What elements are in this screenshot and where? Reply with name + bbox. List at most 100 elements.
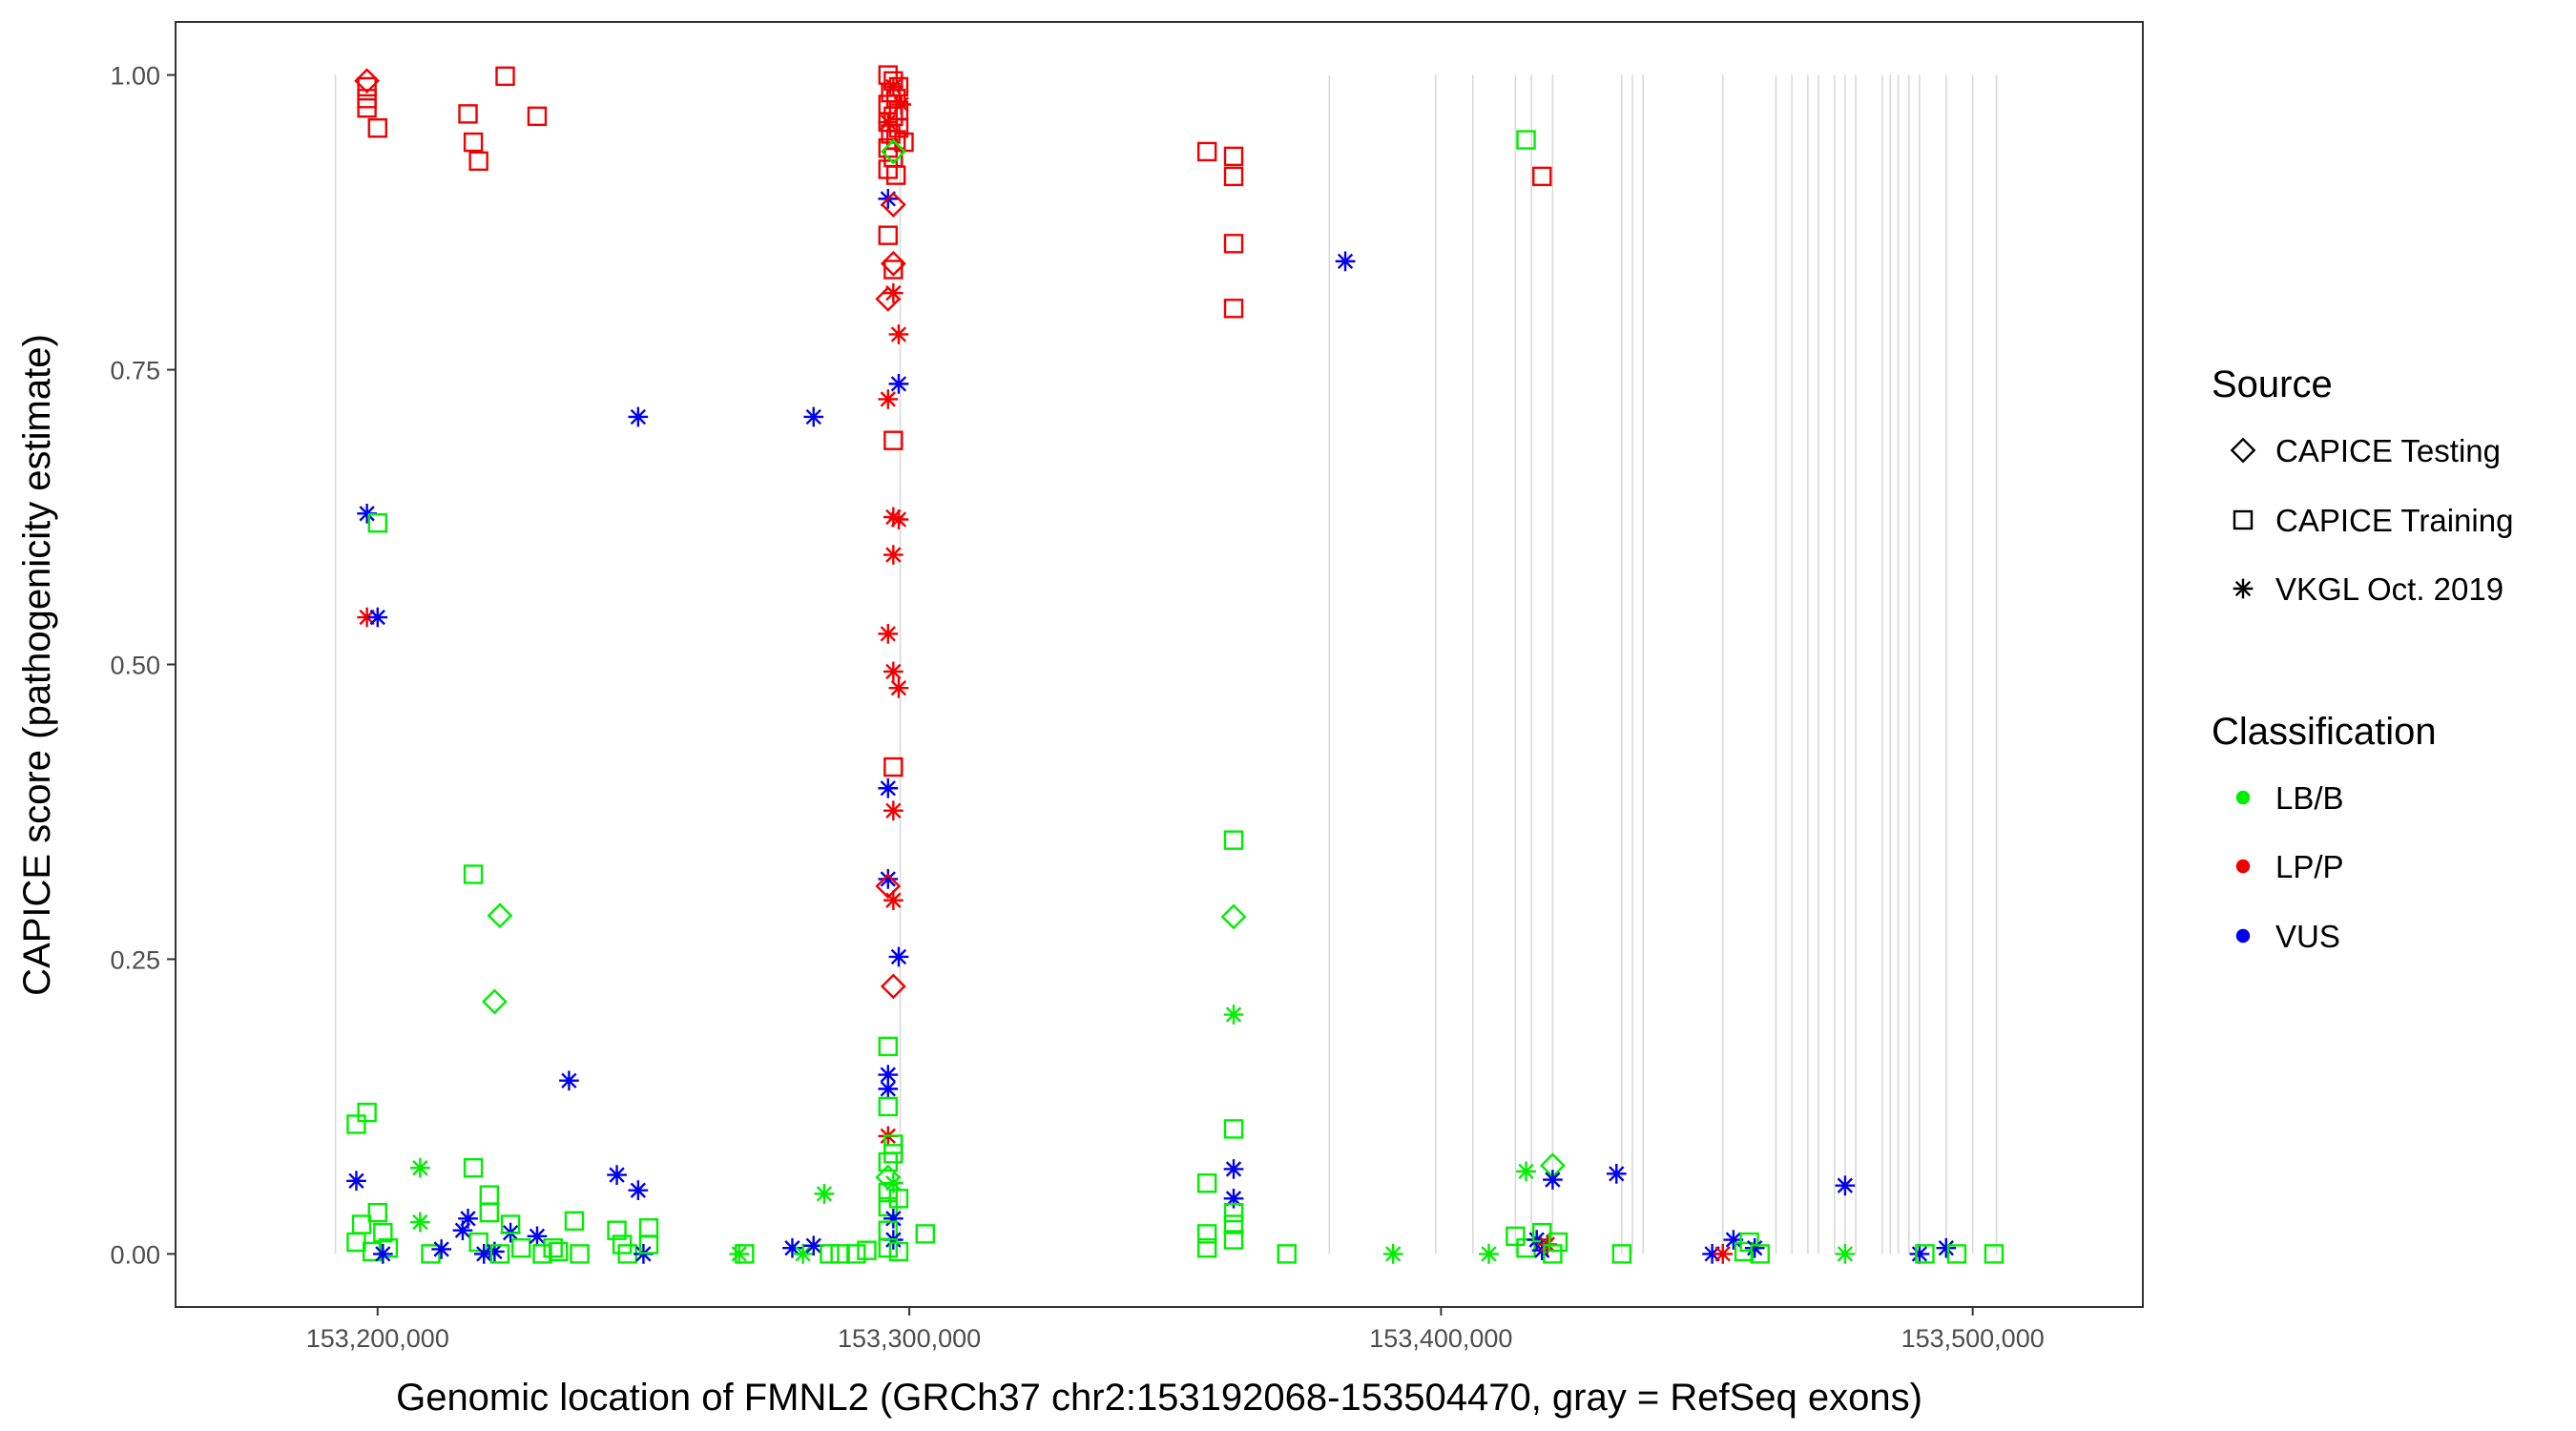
data-point-vus: [1223, 1159, 1244, 1179]
data-point-lp-p: [875, 873, 902, 900]
data-point-vus: [1835, 1175, 1856, 1196]
data-point-lp-p: [495, 66, 515, 87]
x-tick-label: 153,400,000: [1369, 1324, 1512, 1353]
data-point-lp-p: [883, 430, 904, 450]
data-point-lb-b: [1382, 1244, 1403, 1264]
data-point-lb-b: [570, 1244, 590, 1264]
data-point-lp-p: [883, 800, 904, 821]
data-point-lb-b: [1611, 1244, 1632, 1264]
data-point-vus: [803, 406, 824, 427]
data-point-lb-b: [543, 1238, 563, 1258]
exon-lines: [334, 74, 1998, 1255]
data-point-lb-b: [1196, 1238, 1217, 1258]
data-point-lb-b: [1506, 1226, 1526, 1247]
data-point-lb-b: [735, 1244, 755, 1264]
legend-label-lpp: LP/P: [2275, 849, 2344, 884]
data-point-lp-p: [1223, 234, 1244, 254]
data-point-lb-b: [564, 1211, 585, 1231]
data-point-lp-p: [888, 324, 909, 344]
data-point-lp-p: [888, 677, 909, 698]
data-point-vus: [527, 1226, 548, 1247]
y-tick-label: 0.50: [110, 652, 160, 680]
legend: Source CAPICE Testing CAPICE Training VK…: [2212, 363, 2513, 954]
data-point-lb-b: [1223, 830, 1244, 850]
data-point-vus: [1936, 1237, 1957, 1258]
data-point-lb-b: [915, 1224, 935, 1244]
data-point-lb-b: [1750, 1244, 1770, 1264]
data-point-vus: [1909, 1244, 1930, 1264]
y-tick-label: 0.75: [110, 357, 160, 385]
data-point-lp-p: [468, 151, 488, 172]
legend-key-diamond-icon: [2230, 437, 2256, 464]
data-point-lp-p: [880, 192, 906, 218]
data-point-vus: [782, 1237, 802, 1258]
data-point-lb-b: [878, 1238, 898, 1258]
data-point-vus: [431, 1239, 451, 1259]
data-point-lp-p: [891, 94, 912, 114]
y-axis: 0.00 0.25 0.50 0.75 1.00: [110, 62, 176, 1269]
data-points: [346, 65, 2005, 1264]
data-point-lb-b: [1223, 1214, 1244, 1234]
legend-label-vus: VUS: [2275, 919, 2340, 954]
y-tick-label: 1.00: [110, 62, 160, 91]
data-point-vus: [367, 607, 388, 628]
x-tick-label: 153,300,000: [838, 1324, 981, 1353]
data-point-lb-b: [1220, 903, 1247, 930]
legend-title-classification: Classification: [2212, 711, 2437, 753]
data-point-lp-p: [885, 165, 906, 185]
data-point-vus: [607, 1165, 627, 1185]
legend-key-lb-b-dot: [2235, 790, 2251, 805]
data-point-lb-b: [1543, 1244, 1563, 1264]
data-point-lb-b: [638, 1234, 659, 1255]
data-point-lb-b: [487, 902, 513, 929]
data-point-vus: [485, 1241, 505, 1262]
data-point-lp-p: [463, 132, 484, 153]
legend-key-asterisk-icon: [2233, 578, 2254, 599]
data-point-lb-b: [878, 1036, 898, 1057]
data-point-lp-p: [1196, 141, 1217, 162]
legend-key-vus-dot: [2235, 928, 2251, 944]
data-point-vus: [878, 1065, 899, 1085]
data-point-lb-b: [481, 988, 508, 1015]
legend-label-lbb: LB/B: [2275, 780, 2344, 816]
data-point-vus: [878, 869, 899, 889]
data-point-lp-p: [1532, 166, 1552, 187]
data-point-vus: [357, 503, 377, 524]
data-point-lp-p: [880, 973, 906, 1000]
data-point-lp-p: [883, 259, 904, 280]
data-point-lp-p: [878, 112, 899, 133]
data-point-lb-b: [410, 1212, 430, 1233]
data-point-lb-b: [793, 1244, 813, 1264]
data-point-lb-b: [729, 1244, 750, 1264]
data-point-vus: [1335, 251, 1356, 272]
data-point-vus: [803, 1235, 824, 1256]
data-point-lp-p: [883, 545, 904, 565]
data-point-lb-b: [468, 1232, 488, 1253]
data-point-lb-b: [532, 1244, 552, 1264]
data-point-vus: [878, 778, 899, 798]
data-point-lp-p: [1713, 1244, 1734, 1264]
data-point-vus: [883, 1208, 904, 1229]
data-point-lp-p: [878, 624, 899, 644]
data-point-lb-b: [463, 864, 484, 884]
legend-classification-keys: [2235, 790, 2251, 944]
data-point-lb-b: [1516, 1238, 1536, 1258]
data-point-lb-b: [549, 1241, 569, 1262]
legend-title-source: Source: [2212, 363, 2333, 405]
data-point-vus: [1723, 1230, 1744, 1250]
data-point-lb-b: [878, 1096, 898, 1117]
data-point-lb-b: [346, 1114, 366, 1134]
x-tick-label: 153,200,000: [306, 1324, 449, 1353]
data-point-lp-p: [1223, 146, 1244, 167]
data-point-lb-b: [1835, 1244, 1856, 1264]
legend-key-lp-p-dot: [2235, 859, 2251, 874]
data-point-lb-b: [607, 1220, 627, 1240]
data-point-lb-b: [830, 1244, 850, 1264]
y-axis-title: CAPICE score (pathogenicity estimate): [16, 334, 58, 996]
legend-label-capice-training: CAPICE Training: [2275, 503, 2513, 538]
data-point-lb-b: [489, 1244, 510, 1264]
data-point-lp-p: [458, 104, 478, 124]
